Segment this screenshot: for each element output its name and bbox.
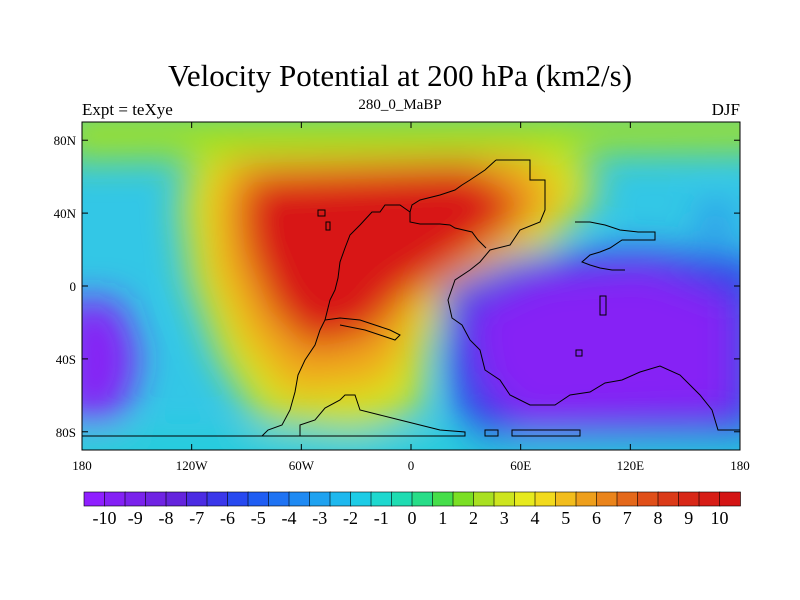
field-blobs (82, 122, 740, 450)
colorbar-label: 5 (561, 508, 570, 528)
colorbar-swatch (657, 491, 680, 507)
coastline-bridge (324, 317, 401, 341)
x-tick-label: 180 (72, 458, 92, 473)
colorbar-label: 2 (469, 508, 478, 528)
island-6 (511, 429, 581, 437)
y-tick-label: 0 (70, 279, 77, 294)
season-label: DJF (711, 100, 740, 119)
colorbar-label: 6 (592, 508, 601, 528)
colorbar-swatch (206, 491, 229, 507)
colorbar-swatch (596, 491, 618, 507)
x-tick-label: 120E (617, 458, 645, 473)
colorbar-label: -3 (312, 508, 327, 528)
colorbar-label: -4 (282, 508, 297, 528)
colorbar-swatch (104, 491, 126, 507)
colorbar-label: -2 (343, 508, 358, 528)
y-tick-label: 80N (54, 133, 77, 148)
colorbar-swatch (555, 491, 577, 507)
colorbar-swatch (493, 491, 516, 507)
experiment-label: Expt = teXye (82, 100, 173, 119)
colorbar-label: -5 (251, 508, 266, 528)
period-label: 280_0_MaBP (358, 97, 442, 113)
axis-ticks: 180 120W 60W 0 60E 120E 180 80N 40N 0 40S 80S (54, 122, 750, 473)
colorbar-label: -10 (93, 508, 117, 528)
colorbar-swatch (452, 491, 475, 507)
island-3 (599, 295, 607, 316)
colorbar-label: -8 (159, 508, 174, 528)
y-tick-label: 40N (54, 206, 77, 221)
colorbar-label: 0 (408, 508, 417, 528)
chart-title: Velocity Potential at 200 hPa (km2/s) (167, 58, 633, 93)
coastline-south (262, 394, 466, 437)
colorbar-swatch (698, 491, 721, 507)
colorbar-label: -1 (374, 508, 389, 528)
colorbar-label: -7 (189, 508, 204, 528)
x-tick-label: 60W (289, 458, 315, 473)
coastline-interior (82, 204, 411, 437)
colorbar-swatch (145, 491, 167, 507)
colorbar-label: -6 (220, 508, 235, 528)
colorbar-label: 4 (531, 508, 540, 528)
colorbar-swatch (165, 491, 188, 507)
x-tick-label: 0 (408, 458, 415, 473)
x-tick-label: 60E (510, 458, 531, 473)
coastlines (82, 159, 740, 437)
small-minimum (702, 207, 730, 235)
colorbar-swatch (391, 491, 413, 507)
colorbar-label: -9 (128, 508, 143, 528)
y-tick-label: 80S (56, 425, 76, 440)
colorbar-swatch (411, 491, 434, 507)
colorbar-swatch (575, 491, 598, 507)
x-tick-label: 180 (730, 458, 750, 473)
negative-core-east (470, 268, 735, 425)
island-4 (575, 349, 583, 357)
colorbar-swatch (329, 491, 352, 507)
colorbar-swatch (288, 491, 311, 507)
negative-core-west (82, 300, 140, 420)
colorbar-swatch (124, 491, 147, 507)
colorbar-label: 7 (623, 508, 632, 528)
colorbar-label: 9 (684, 508, 693, 528)
colorbar-swatch (309, 491, 331, 507)
coastline-east-islands (575, 221, 656, 271)
colorbar-label: 8 (654, 508, 663, 528)
colorbar-swatch (186, 491, 208, 507)
coastline-supercontinent (447, 159, 740, 431)
colorbar: -10 -9 -8 -7 -6 -5 -4 -3 -2 -1 0 1 2 3 4 5 6 7 8 9 10 (83, 491, 741, 528)
colorbar-swatch (678, 491, 700, 507)
colorbar-swatch (227, 491, 249, 507)
colorbar-swatch (719, 491, 741, 507)
positive-core (240, 165, 530, 350)
colorbar-label: 3 (500, 508, 509, 528)
island-1 (317, 209, 326, 217)
colorbar-label: 1 (438, 508, 447, 528)
colorbar-swatch (616, 491, 639, 507)
colorbar-swatch (514, 491, 536, 507)
colorbar-swatch (432, 491, 454, 507)
colorbar-label: 10 (711, 508, 729, 528)
colorbar-swatch (370, 491, 393, 507)
island-5 (484, 429, 499, 437)
island-2 (325, 221, 331, 231)
colorbar-swatch (268, 491, 290, 507)
colorbar-swatch (83, 491, 106, 507)
colorbar-swatch (247, 491, 270, 507)
colorbar-swatch (350, 491, 372, 507)
colorbar-swatch (534, 491, 557, 507)
y-tick-label: 40S (56, 352, 76, 367)
north-green-band (82, 122, 740, 160)
x-tick-label: 120W (176, 458, 209, 473)
colorbar-swatch (473, 491, 495, 507)
velocity-potential-field (82, 122, 740, 450)
colorbar-swatch (637, 491, 659, 507)
